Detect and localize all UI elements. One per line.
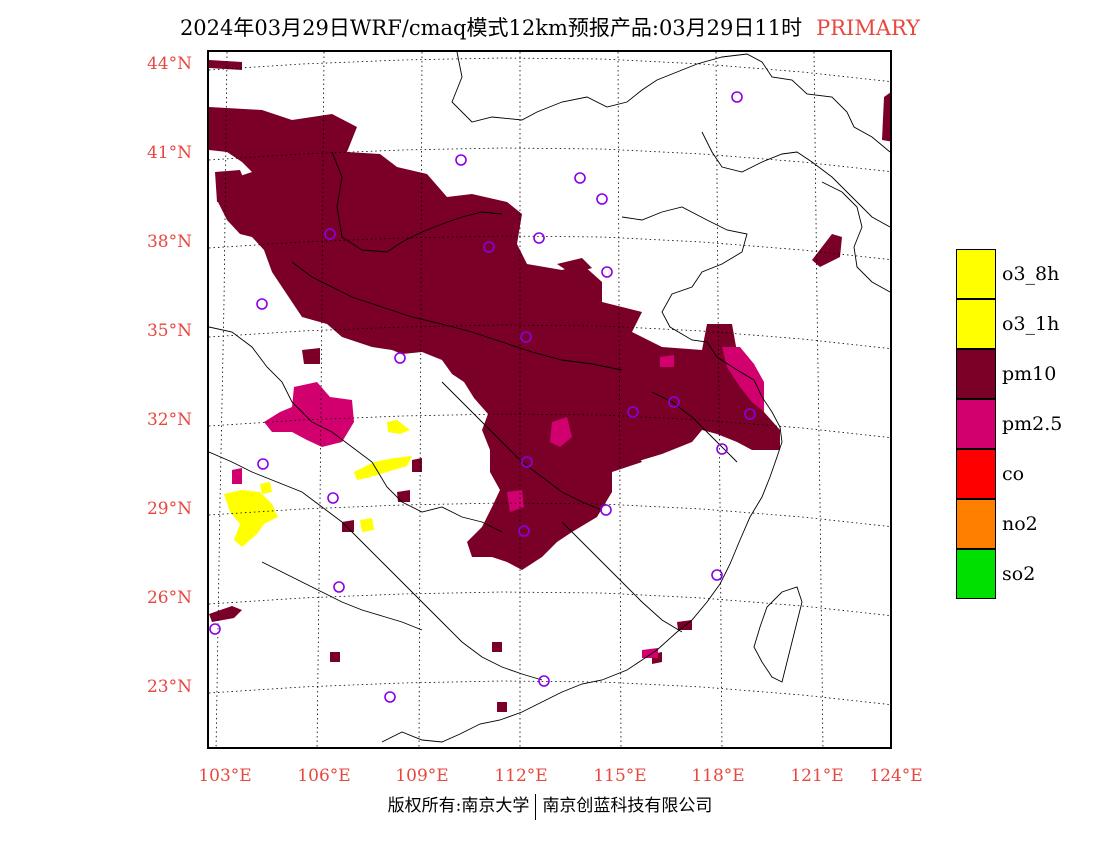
lon-label-115: 115°E [593,766,647,786]
map-title: 2024年03月29日WRF/cmaq模式12km预报产品:03月29日11时 P… [0,12,1100,42]
footer-left: 版权所有:南京大学 [387,796,530,816]
footer-separator [535,793,537,820]
title-tag: PRIMARY [816,16,921,40]
legend-label: so2 [1002,563,1036,585]
legend-label: o3_8h [1002,263,1060,285]
lon-label-124: 124°E [869,766,923,786]
lat-label-23: 23°N [146,677,192,697]
map-frame [207,50,892,749]
legend-label: pm10 [1002,363,1057,385]
lon-label-109: 109°E [395,766,449,786]
legend-swatch [956,399,996,449]
lat-label-29: 29°N [146,499,192,519]
lon-label-121: 121°E [790,766,844,786]
lon-label-103: 103°E [198,766,252,786]
legend-swatch [956,349,996,399]
graticule [209,52,890,747]
lon-label-118: 118°E [691,766,745,786]
copyright-footer: 版权所有:南京大学 南京创蓝科技有限公司 [0,791,1100,820]
legend-swatch [956,449,996,499]
lat-label-32: 32°N [146,410,192,430]
legend-label: o3_1h [1002,313,1060,335]
pm10-field [209,60,890,712]
lat-label-44: 44°N [146,54,192,74]
lat-label-41: 41°N [146,143,192,163]
title-main: 2024年03月29日WRF/cmaq模式12km预报产品:03月29日11时 [179,16,803,40]
legend-swatch [956,499,996,549]
lon-label-112: 112°E [494,766,548,786]
legend-swatch [956,299,996,349]
lat-label-26: 26°N [146,588,192,608]
boundary-lines [209,52,890,743]
footer-right: 南京创蓝科技有限公司 [542,796,713,816]
legend-label: co [1002,463,1025,485]
pm25-field [232,347,764,658]
legend-swatch [956,249,996,299]
o3-field [224,420,412,547]
legend-label: no2 [1002,513,1038,535]
station-markers [209,91,756,703]
lat-label-38: 38°N [146,232,192,252]
legend-swatch [956,549,996,599]
map-canvas [209,52,890,747]
legend-label: pm2.5 [1002,413,1063,435]
lon-label-106: 106°E [297,766,351,786]
lat-label-35: 35°N [146,321,192,341]
